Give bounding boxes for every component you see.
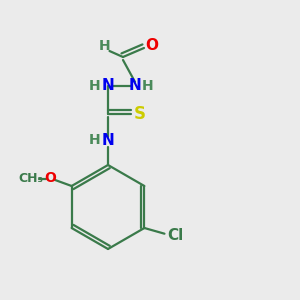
Text: H: H <box>89 79 100 92</box>
Text: N: N <box>129 78 141 93</box>
Text: H: H <box>99 40 111 53</box>
Text: O: O <box>145 38 158 52</box>
Text: CH₃: CH₃ <box>19 172 44 185</box>
Text: N: N <box>102 78 114 93</box>
Text: Cl: Cl <box>167 228 183 243</box>
Text: O: O <box>45 172 57 185</box>
Text: N: N <box>102 133 114 148</box>
Text: S: S <box>134 105 146 123</box>
Text: H: H <box>142 79 153 92</box>
Text: H: H <box>89 133 100 147</box>
